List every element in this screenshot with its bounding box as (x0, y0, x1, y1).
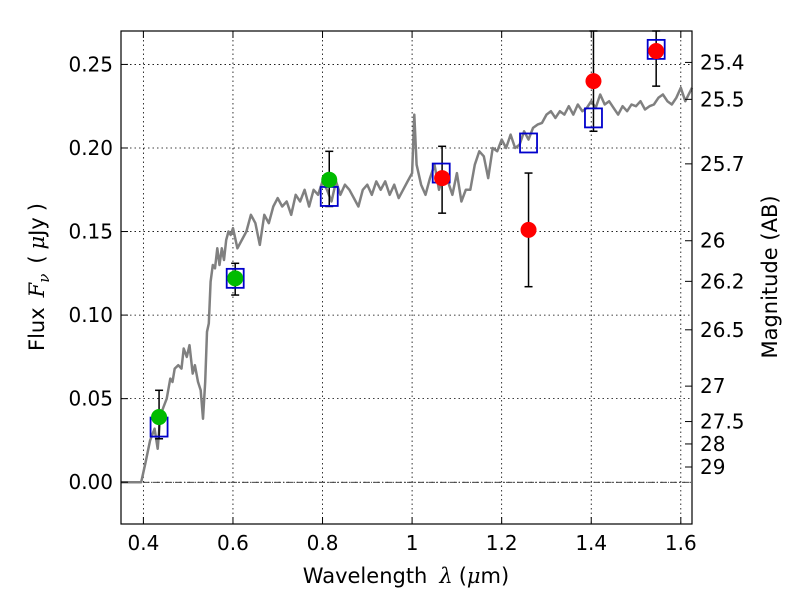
model-photometry-box (225, 267, 245, 289)
y-axis-nu-subscript: ν (35, 274, 53, 283)
x-tick-label: 0.6 (217, 531, 249, 555)
x-tick-label: 0.4 (127, 531, 159, 555)
y-tick-label: 0.15 (68, 220, 113, 244)
y-axis-unit-rest: Jy (25, 217, 49, 238)
grid-layer (121, 31, 692, 524)
photometry-point (227, 270, 244, 287)
right-axis-label: Magnitude (AB) (758, 195, 782, 358)
x-axis-unit-open: ( (459, 564, 467, 588)
photometry-point (434, 170, 451, 187)
magnitude-tick-label: 26.2 (700, 269, 745, 293)
magnitude-tick-label: 25.4 (700, 50, 745, 74)
x-tick-label: 1 (406, 531, 419, 555)
plot-frame (120, 30, 693, 525)
y-axis-label-text: Flux (25, 307, 49, 351)
magnitude-tick-label: 28 (700, 432, 725, 456)
model-photometry-box (584, 107, 603, 129)
y-axis-unit-mu: μ (25, 236, 49, 250)
x-tick-label: 1.2 (486, 531, 518, 555)
y-tick-label: 0.20 (68, 136, 113, 160)
x-axis-lambda-symbol: λ (438, 564, 452, 588)
x-tick-label: 0.8 (307, 531, 339, 555)
photometry-point (585, 73, 602, 90)
tick-layer: 0.4 0.6 0.8 1 1.2 1.4 1.6 0.00 0.05 0.10 0.15 0.20 0… (68, 31, 745, 555)
y-axis-unit-open: ( (25, 255, 49, 263)
y-tick-label: 0.05 (68, 387, 113, 411)
magnitude-tick-label: 26.5 (700, 318, 745, 342)
x-axis-unit-mu: μ (467, 564, 481, 588)
x-tick-label: 1.6 (665, 531, 697, 555)
x-axis-label-text: Wavelength (303, 564, 428, 588)
x-axis-unit-rest: m) (481, 564, 510, 588)
x-tick-label: 1.4 (575, 531, 607, 555)
magnitude-tick-label: 26 (700, 229, 725, 253)
y-axis-unit-close: ) (25, 203, 49, 211)
y-tick-label: 0.00 (68, 470, 113, 494)
magnitude-tick-label: 27 (700, 374, 725, 398)
magnitude-tick-label: 27.5 (700, 410, 745, 434)
magnitude-tick-label: 29 (700, 455, 725, 479)
y-axis-f-symbol: F (25, 281, 49, 298)
x-axis-label: Wavelength λ (μm) (303, 564, 509, 588)
y-axis-label: Flux Fν ( μJy) (25, 203, 53, 351)
magnitude-tick-label: 25.5 (700, 87, 745, 111)
photometry-point (648, 43, 665, 60)
photometry-point (321, 171, 338, 188)
model-photometry-box (519, 132, 538, 154)
magnitude-tick-label: 25.7 (700, 152, 745, 176)
y-tick-label: 0.10 (68, 303, 113, 327)
photometry-point (151, 409, 168, 426)
photometry-point (520, 221, 537, 238)
point-marker-layer (151, 43, 665, 426)
y-tick-label: 0.25 (68, 52, 113, 76)
